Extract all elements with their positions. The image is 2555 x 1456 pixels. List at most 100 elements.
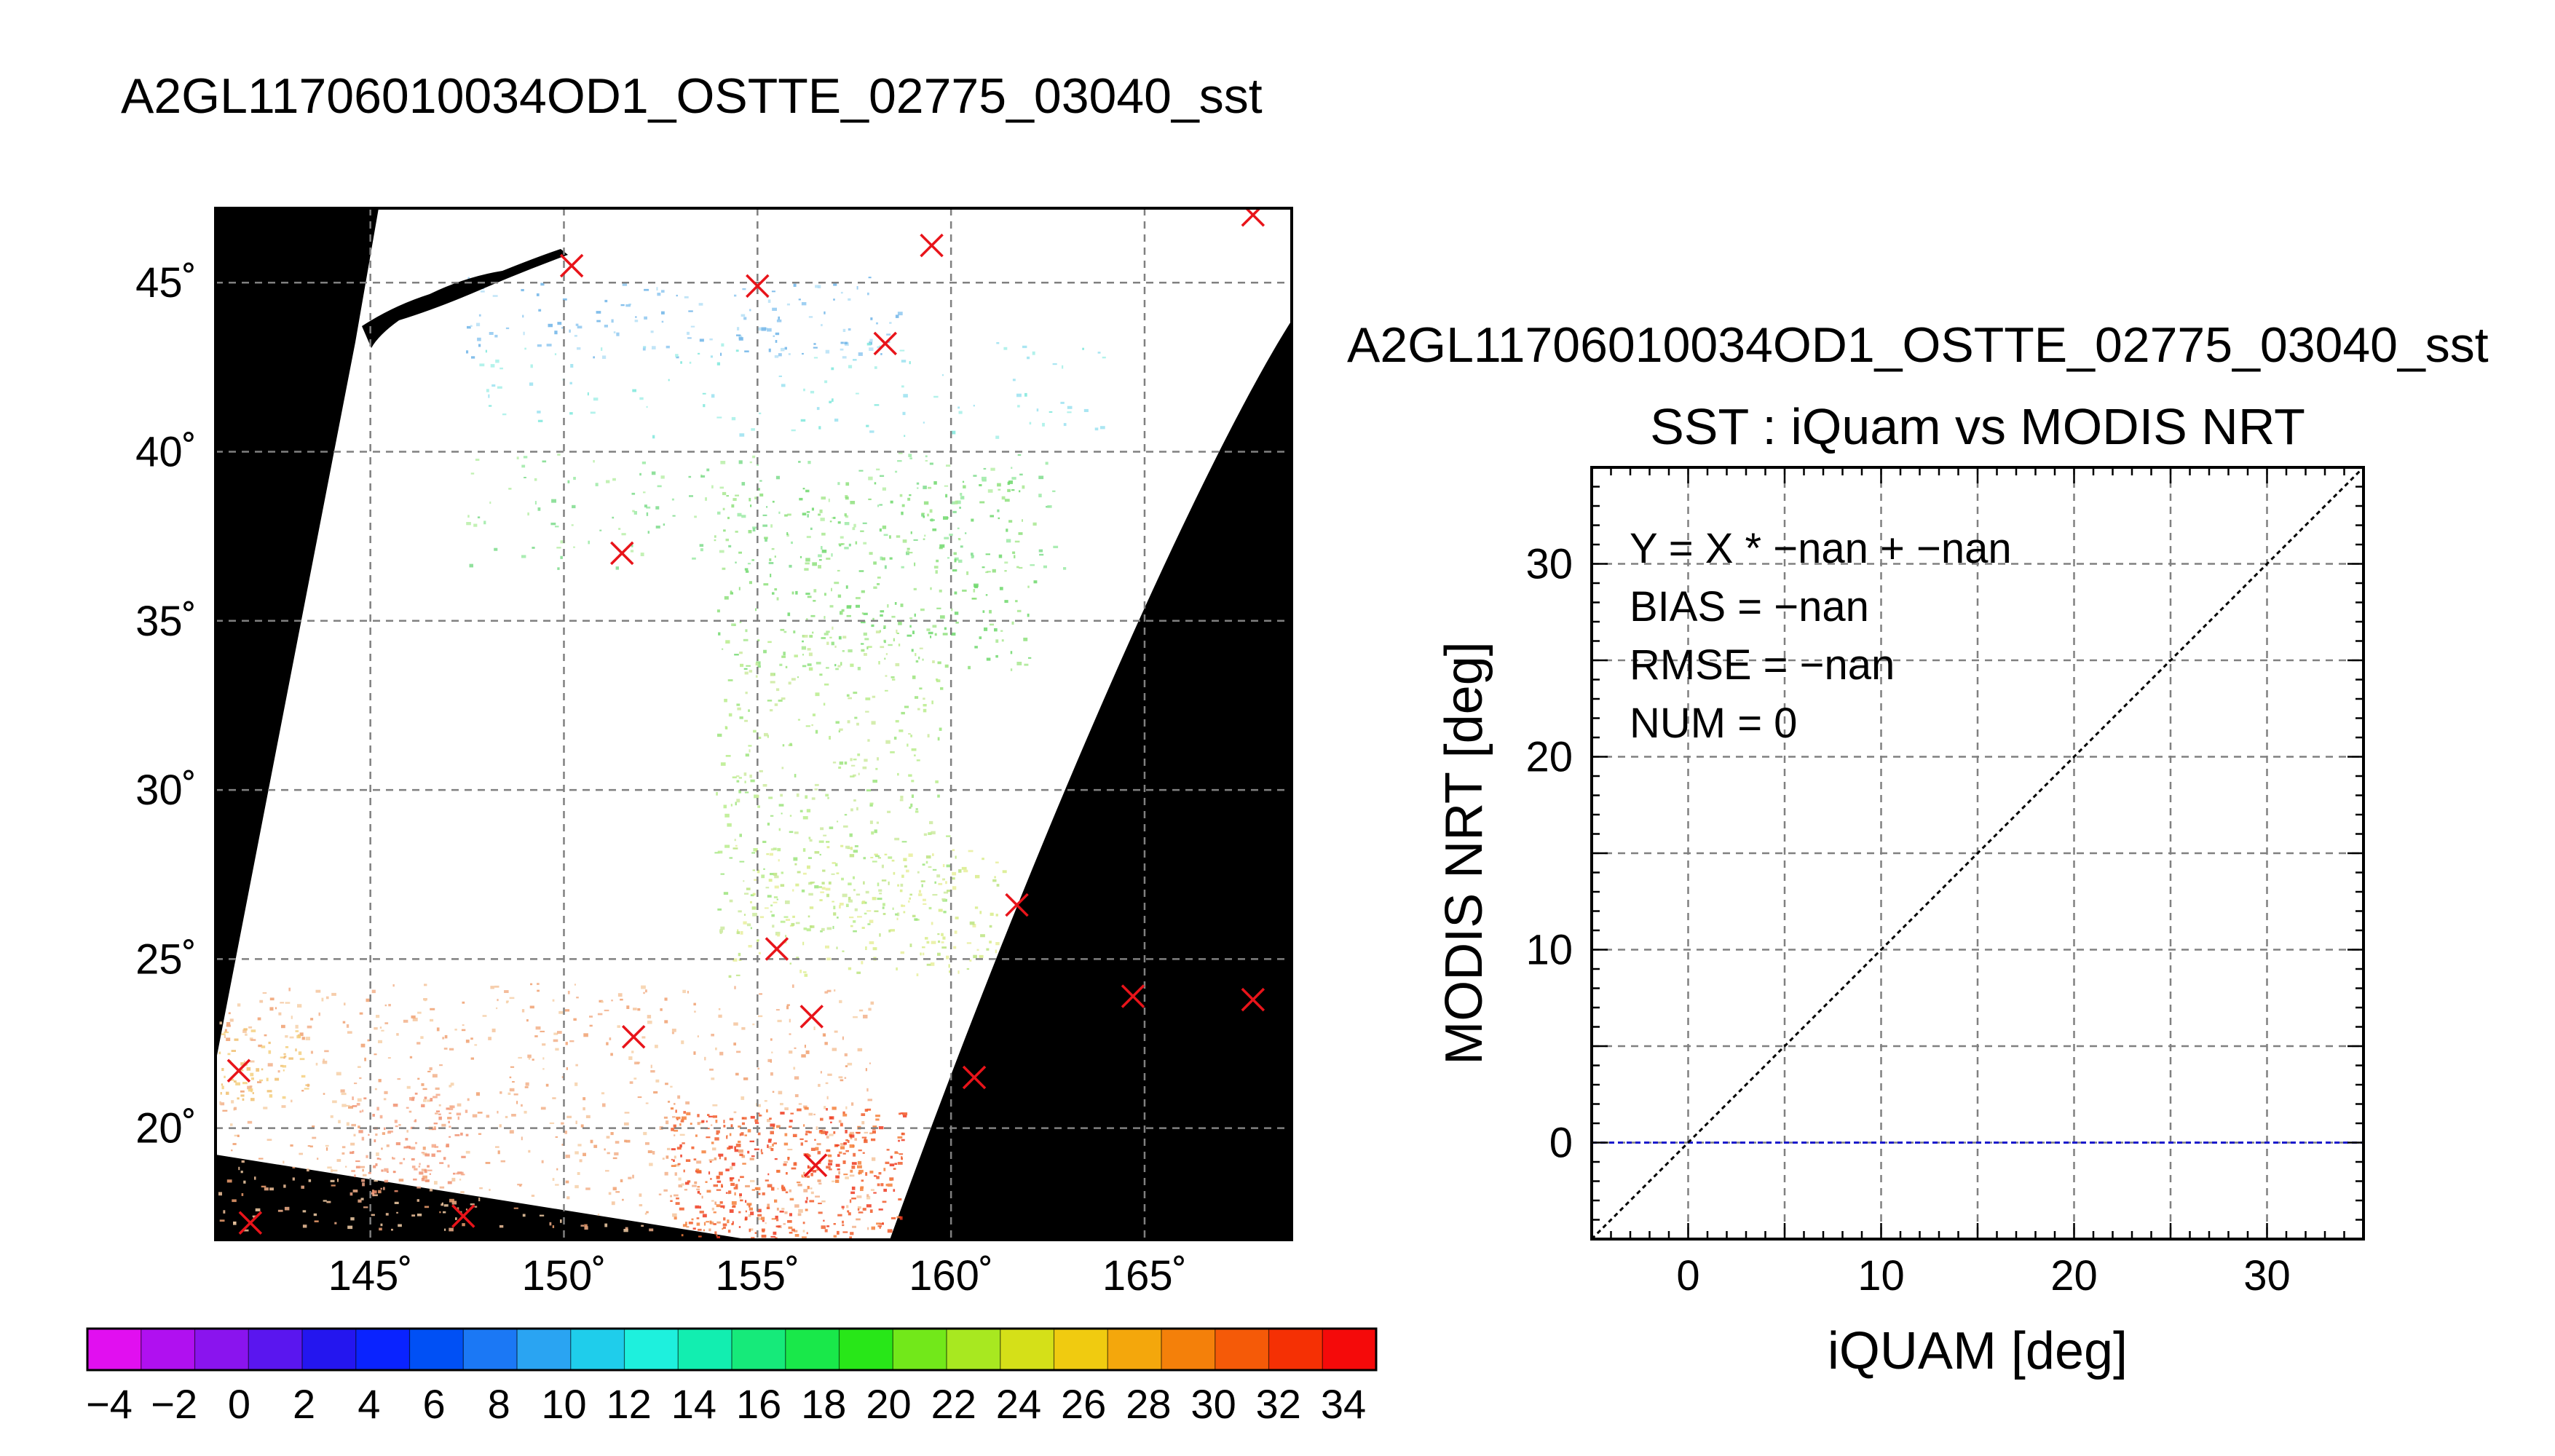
colorbar: −4 −2 0 2 4 6 8 10 12 14 16 18 20 22 24 26 28 30 32 34 [86,1327,1378,1427]
colorbar-label: 24 [996,1381,1041,1427]
buoy-marker [609,541,634,566]
colorbar-cell [87,1329,142,1370]
colorbar-cell [570,1329,625,1370]
buoy-marker [803,1153,828,1178]
lat-tick-label: 30˚ [135,767,197,814]
scatter-title: SST : iQuam vs MODIS NRT [1650,398,2305,455]
land-coastline [362,249,568,348]
x-axis-label: iQUAM [deg] [1828,1322,2128,1380]
colorbar-label: 2 [293,1381,315,1427]
colorbar-label: 4 [358,1381,380,1427]
map-frame [214,207,1293,1241]
colorbar-labels: −4 −2 0 2 4 6 8 10 12 14 16 18 20 22 24 26 28 30 32 34 [86,1381,1366,1427]
buoy-marker [920,233,944,258]
colorbar-cell [947,1329,1001,1370]
colorbar-label: 20 [866,1381,911,1427]
colorbar-cells [87,1329,1377,1370]
buoy-marker [765,937,789,961]
buoy-marker [451,1204,475,1228]
colorbar-frame [86,1327,1378,1372]
y-axis-label: MODIS NRT [deg] [1435,641,1493,1065]
buoy-marker [1005,893,1029,917]
colorbar-label: 10 [541,1381,586,1427]
stat-line: NUM = 0 [1630,700,1797,747]
scatter-file-title: A2GL11706010034OD1_OSTTE_02775_03040_sst [1347,320,2489,373]
x-tick-label: 10 [1857,1252,1905,1299]
colorbar-label: 14 [671,1381,716,1427]
colorbar-cell [409,1329,464,1370]
colorbar-label: 30 [1190,1381,1236,1427]
colorbar-cell [1161,1329,1216,1370]
buoy-marker [1121,984,1145,1008]
buoy-marker [238,1211,263,1235]
colorbar-cell [893,1329,947,1370]
buoy-marker [559,253,584,278]
satellite-swath [216,208,1292,1240]
colorbar-cell [839,1329,893,1370]
y-tick-label: 0 [1549,1120,1573,1167]
stat-line: BIAS = −nan [1630,583,1869,630]
sst-speckle-layer [218,277,1106,1240]
lon-tick-labels: 145˚ 150˚ 155˚ 160˚ 165˚ [328,1252,1187,1299]
colorbar-label: 16 [736,1381,781,1427]
lon-tick-label: 150˚ [521,1252,606,1299]
lon-tick-label: 165˚ [1102,1252,1187,1299]
colorbar-label: 28 [1126,1381,1171,1427]
buoy-marker [1241,987,1265,1012]
colorbar-label: 34 [1321,1381,1366,1427]
x-tick-label: 0 [1676,1252,1699,1299]
colorbar-cell [1215,1329,1269,1370]
colorbar-label: 12 [607,1381,652,1427]
colorbar-cell [785,1329,840,1370]
colorbar-cell [517,1329,572,1370]
colorbar-cell [1054,1329,1108,1370]
scatter-plot: SST : iQuam vs MODIS NRT 0 10 20 30 0 10 20 30… [1435,398,2365,1380]
buoy-marker [962,1065,987,1090]
lat-tick-label: 25˚ [135,935,197,983]
y-tick-label: 30 [1525,541,1573,588]
x-tick-label: 30 [2243,1252,2291,1299]
identity-line [1592,467,2364,1239]
colorbar-label: 6 [422,1381,445,1427]
y-tick-label: 20 [1525,734,1573,781]
lat-tick-label: 45˚ [135,259,197,306]
fit-statistics: Y = X * −nan + −nan BIAS = −nan RMSE = −na… [1630,525,2012,747]
colorbar-cell [355,1329,410,1370]
colorbar-cell [1268,1329,1323,1370]
lat-tick-label: 35˚ [135,598,197,645]
buoy-marker [226,1059,251,1083]
colorbar-label: 32 [1256,1381,1301,1427]
scatter-ticks [1590,466,2365,1241]
colorbar-cell [1107,1329,1162,1370]
scatter-file-title-clip: A2GL11706010034OD1_OSTTE_02775_03040_sst [1347,320,2555,386]
colorbar-cell [463,1329,518,1370]
map-title: A2GL11706010034OD1_OSTTE_02775_03040_sst [121,68,1263,124]
colorbar-cell [141,1329,195,1370]
lat-tick-label: 20˚ [135,1105,197,1152]
colorbar-label: 22 [931,1381,976,1427]
colorbar-label: −2 [151,1381,197,1427]
colorbar-cell [1322,1329,1377,1370]
colorbar-label: 26 [1061,1381,1106,1427]
colorbar-cell [248,1329,303,1370]
colorbar-cell [1000,1329,1054,1370]
buoy-marker [799,1005,824,1029]
lon-tick-label: 155˚ [715,1252,799,1299]
colorbar-label: 0 [228,1381,250,1427]
lat-tick-label: 40˚ [135,429,197,476]
colorbar-label: 18 [801,1381,846,1427]
colorbar-label: 8 [488,1381,510,1427]
sst-map: 20˚ 25˚ 30˚ 35˚ 40˚ 45˚ 145˚ 150˚ 155˚ 160˚ 165˚ [135,207,1293,1299]
x-tick-label: 20 [2050,1252,2098,1299]
y-tick-labels: 0 10 20 30 [1525,541,1573,1167]
x-tick-labels: 0 10 20 30 [1676,1252,2290,1299]
buoy-marker [873,331,898,356]
colorbar-cell [194,1329,249,1370]
stat-line: RMSE = −nan [1630,641,1895,689]
buoy-marker-layer [226,208,1265,1235]
colorbar-cell [302,1329,357,1370]
colorbar-cell [732,1329,786,1370]
colorbar-label: −4 [86,1381,133,1427]
stat-line: Y = X * −nan + −nan [1630,525,2012,572]
